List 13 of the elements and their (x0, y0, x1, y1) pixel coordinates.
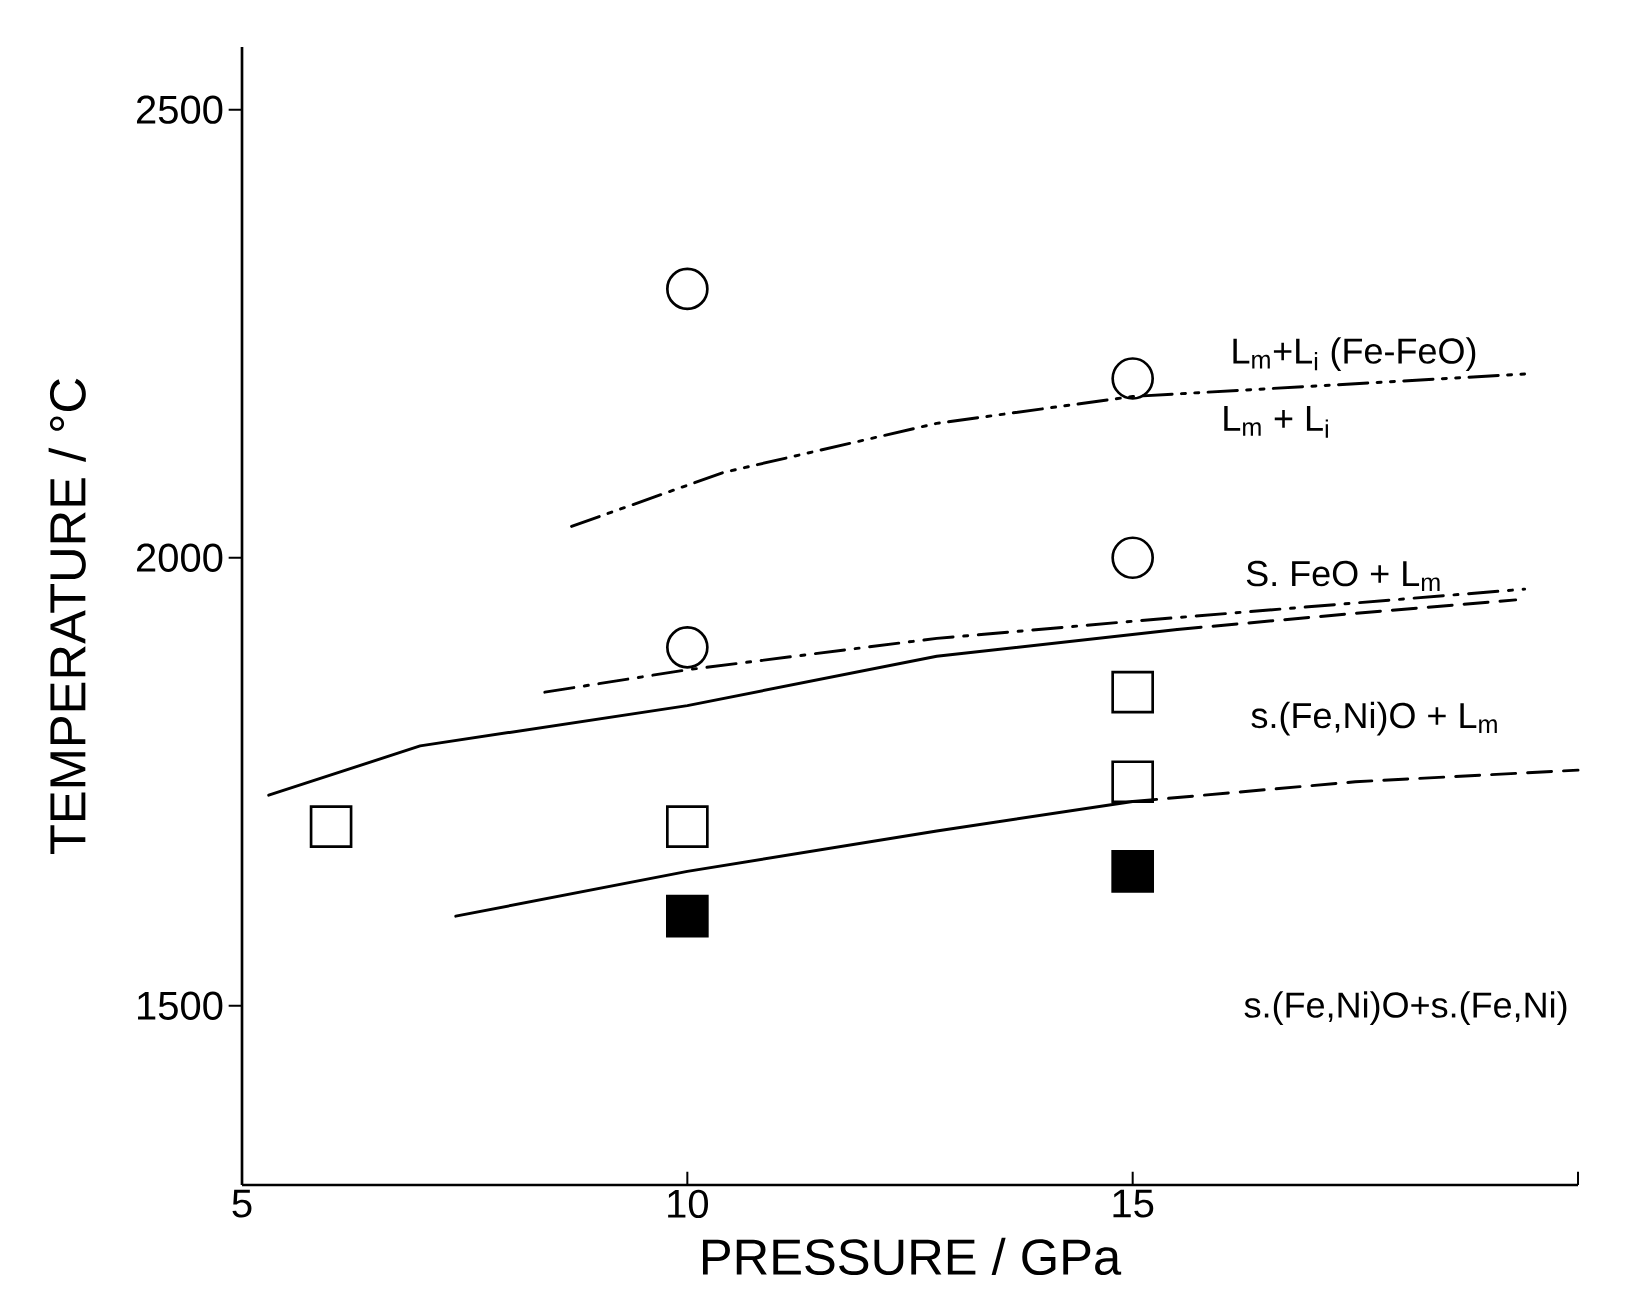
annotation: S. FeO + L$_{m}$ (1246, 560, 1440, 591)
y-axis-title: TEMPERATURE / °C (48, 378, 86, 854)
x-axis-title: PRESSURE / GPa (702, 1237, 1122, 1276)
y-tick-label: 2000 (136, 543, 223, 572)
annotation: L$_{m}$ + L$_{i}$ (1224, 406, 1328, 438)
y-tick-label: 1500 (138, 991, 223, 1020)
x-tick-label: 5 (232, 1189, 252, 1218)
annotation: s.(Fe,Ni)O + L$_{m}$ (1251, 701, 1497, 736)
x-tick-label: 15 (1113, 1189, 1154, 1218)
x-tick-label: 10 (668, 1189, 709, 1219)
annotation: L$_{m}$+L$_{i}$ (Fe-FeO) (1233, 337, 1476, 371)
annotation: s.(Fe,Ni)O+s.(Fe,Ni) (1244, 991, 1567, 1025)
y-tick-label: 2500 (136, 95, 223, 124)
